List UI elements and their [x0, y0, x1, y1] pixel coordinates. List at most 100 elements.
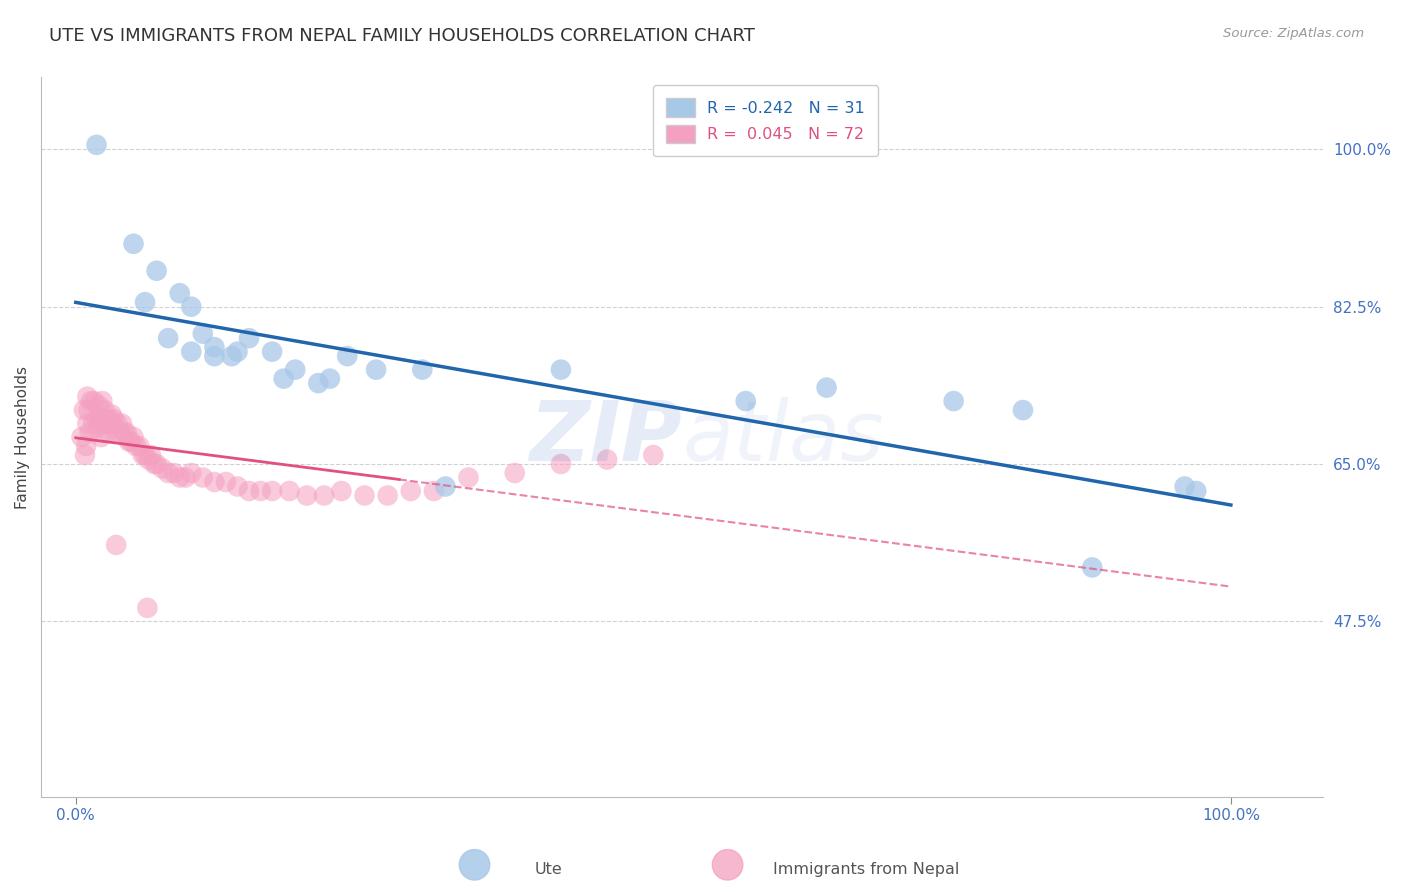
Point	[97, 425, 120, 440]
Point	[238, 483, 260, 498]
Point	[105, 425, 128, 440]
Point	[330, 483, 353, 498]
Point	[278, 483, 301, 498]
Circle shape	[460, 849, 489, 880]
Point	[77, 403, 100, 417]
Point	[202, 475, 225, 489]
Point	[364, 362, 387, 376]
Point	[86, 137, 108, 152]
Point	[180, 344, 202, 359]
Point	[314, 488, 336, 502]
Point	[83, 394, 105, 409]
Point	[70, 430, 93, 444]
Point	[105, 538, 128, 552]
Point	[80, 394, 103, 409]
Point	[643, 448, 665, 462]
Point	[76, 417, 98, 431]
Text: ZIP: ZIP	[530, 397, 682, 477]
Text: atlas: atlas	[682, 397, 884, 477]
Point	[75, 439, 97, 453]
Point	[457, 470, 479, 484]
Point	[87, 399, 110, 413]
Point	[221, 349, 243, 363]
Point	[91, 394, 114, 409]
Point	[249, 483, 271, 498]
Point	[122, 236, 145, 251]
Point	[262, 483, 284, 498]
Point	[128, 439, 150, 453]
Point	[93, 403, 115, 417]
Point	[238, 331, 260, 345]
Point	[82, 417, 104, 431]
Point	[112, 425, 135, 440]
Point	[423, 483, 446, 498]
Point	[157, 466, 180, 480]
Text: Ute: Ute	[534, 863, 562, 877]
Point	[100, 408, 122, 422]
Point	[336, 349, 359, 363]
Point	[111, 417, 134, 431]
Point	[191, 326, 214, 341]
Point	[89, 412, 111, 426]
Point	[815, 381, 838, 395]
Point	[174, 470, 197, 484]
Point	[202, 349, 225, 363]
Circle shape	[713, 849, 742, 880]
Point	[411, 362, 433, 376]
Point	[145, 264, 167, 278]
Point	[273, 371, 295, 385]
Point	[550, 457, 572, 471]
Point	[73, 403, 96, 417]
Point	[226, 479, 249, 493]
Point	[377, 488, 399, 502]
Point	[138, 452, 160, 467]
Point	[105, 417, 128, 431]
Point	[596, 452, 619, 467]
Point	[1012, 403, 1035, 417]
Point	[86, 412, 108, 426]
Point	[734, 394, 756, 409]
Point	[134, 448, 156, 462]
Point	[399, 483, 422, 498]
Point	[132, 448, 155, 462]
Point	[73, 448, 96, 462]
Point	[434, 479, 457, 493]
Point	[115, 425, 138, 440]
Point	[98, 412, 121, 426]
Text: Immigrants from Nepal: Immigrants from Nepal	[773, 863, 960, 877]
Point	[262, 344, 284, 359]
Point	[157, 331, 180, 345]
Point	[295, 488, 318, 502]
Point	[103, 412, 125, 426]
Point	[96, 417, 118, 431]
Point	[284, 362, 307, 376]
Point	[180, 300, 202, 314]
Point	[503, 466, 526, 480]
Point	[226, 344, 249, 359]
Point	[169, 286, 191, 301]
Point	[145, 457, 167, 471]
Point	[215, 475, 238, 489]
Point	[1174, 479, 1197, 493]
Point	[94, 412, 117, 426]
Point	[122, 430, 145, 444]
Point	[100, 417, 122, 431]
Point	[550, 362, 572, 376]
Point	[136, 600, 159, 615]
Point	[319, 371, 342, 385]
Point	[134, 295, 156, 310]
Point	[120, 434, 142, 449]
Point	[125, 439, 148, 453]
Point	[152, 461, 174, 475]
Point	[79, 425, 101, 440]
Point	[139, 448, 162, 462]
Point	[90, 430, 112, 444]
Point	[1081, 560, 1104, 574]
Point	[353, 488, 375, 502]
Text: UTE VS IMMIGRANTS FROM NEPAL FAMILY HOUSEHOLDS CORRELATION CHART: UTE VS IMMIGRANTS FROM NEPAL FAMILY HOUS…	[49, 27, 755, 45]
Point	[169, 470, 191, 484]
Legend: R = -0.242   N = 31, R =  0.045   N = 72: R = -0.242 N = 31, R = 0.045 N = 72	[654, 86, 877, 156]
Point	[101, 417, 124, 431]
Point	[86, 421, 108, 435]
Y-axis label: Family Households: Family Households	[15, 366, 30, 508]
